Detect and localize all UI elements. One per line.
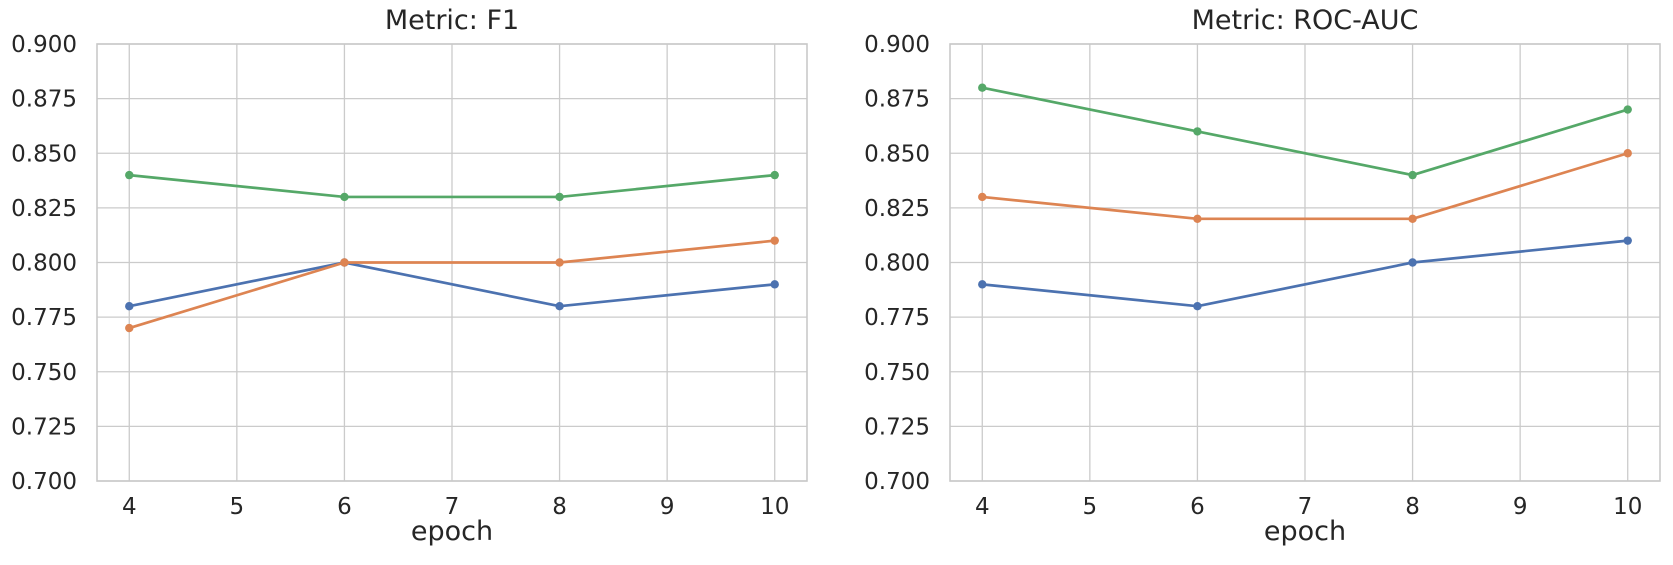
data-point-orange xyxy=(770,236,779,245)
x-tick-labels: 4 5 6 7 8 9 10 xyxy=(122,494,789,520)
x-tick-label: 5 xyxy=(1083,494,1098,520)
x-tick-label: 6 xyxy=(1190,494,1205,520)
y-tick-label: 0.800 xyxy=(864,251,930,277)
y-tick-label: 0.825 xyxy=(864,196,930,222)
y-tick-label: 0.725 xyxy=(864,414,930,440)
y-tick-label: 0.825 xyxy=(11,196,77,222)
y-tick-label: 0.700 xyxy=(864,469,930,495)
data-point-green xyxy=(555,192,564,202)
data-point-green xyxy=(125,170,134,180)
x-tick-labels: 4 5 6 7 8 9 10 xyxy=(975,494,1642,520)
data-point-orange xyxy=(978,192,987,202)
data-point-orange xyxy=(1193,214,1202,223)
x-tick-label: 4 xyxy=(122,494,137,520)
x-tick-label: 9 xyxy=(1513,494,1528,520)
y-tick-label: 0.725 xyxy=(11,414,77,440)
data-point-green xyxy=(978,83,987,92)
y-tick-label: 0.800 xyxy=(11,251,77,277)
data-point-green xyxy=(1193,127,1202,136)
plot-border xyxy=(96,43,808,482)
x-tick-label: 8 xyxy=(1405,494,1420,520)
series-green xyxy=(125,170,779,202)
series-line-green xyxy=(127,173,777,199)
x-tick-label: 8 xyxy=(552,494,567,520)
series-line-green xyxy=(980,86,1630,177)
data-point-blue xyxy=(555,302,564,311)
y-tick-label: 0.900 xyxy=(864,32,930,58)
y-tick-labels: 0.700 0.725 0.750 0.775 0.800 0.825 0.850 0.875… xyxy=(864,32,930,495)
x-tick-label: 6 xyxy=(337,494,352,520)
x-tick-label: 9 xyxy=(660,494,675,520)
chart-f1: Metric: F1 4 5 6 7 8 9 10 0.700 0.725 0.750 0.775 0… xyxy=(11,5,808,547)
y-tick-labels: 0.700 0.725 0.750 0.775 0.800 0.825 0.850 0.875… xyxy=(11,32,77,495)
data-point-blue xyxy=(1623,236,1632,245)
series-orange xyxy=(125,236,779,333)
y-tick-label: 0.850 xyxy=(11,141,77,167)
series-blue xyxy=(978,236,1632,311)
x-tick-label: 7 xyxy=(445,494,460,520)
data-point-green xyxy=(1623,105,1632,114)
y-tick-label: 0.775 xyxy=(864,305,930,331)
chart-title-f1: Metric: F1 xyxy=(384,5,520,36)
y-tick-label: 0.700 xyxy=(11,469,77,495)
x-axis-label-f1: epoch xyxy=(410,516,494,547)
plot-area-f1: 4 5 6 7 8 9 100.7000.7250.7500.7750.8000.8250.… xyxy=(11,32,808,520)
x-axis-label-roc-auc: epoch xyxy=(1263,516,1347,547)
data-point-green xyxy=(770,170,779,180)
series-line-orange xyxy=(127,239,777,330)
plot-border xyxy=(949,43,1661,482)
y-tick-label: 0.750 xyxy=(864,360,930,386)
data-point-blue xyxy=(1408,258,1417,267)
data-point-orange xyxy=(555,258,564,267)
data-point-green xyxy=(1408,170,1417,180)
x-tick-label: 7 xyxy=(1298,494,1313,520)
data-point-blue xyxy=(1193,302,1202,311)
y-tick-label: 0.850 xyxy=(864,141,930,167)
data-point-orange xyxy=(1623,149,1632,158)
x-tick-label: 5 xyxy=(230,494,245,520)
x-tick-label: 4 xyxy=(975,494,990,520)
series-green xyxy=(978,83,1632,180)
y-tick-label: 0.775 xyxy=(11,305,77,331)
data-point-blue xyxy=(770,280,779,289)
series-orange xyxy=(978,149,1632,223)
data-point-orange xyxy=(125,323,134,333)
y-tick-label: 0.900 xyxy=(11,32,77,58)
plot-area-roc-auc: 4 5 6 7 8 9 100.7000.7250.7500.7750.8000.8250.… xyxy=(864,32,1661,520)
data-point-green xyxy=(340,192,349,202)
data-point-orange xyxy=(1408,214,1417,223)
gridlines xyxy=(950,43,1660,482)
y-tick-label: 0.875 xyxy=(11,87,77,113)
y-tick-label: 0.875 xyxy=(864,87,930,113)
chart-roc-auc: Metric: ROC-AUC 4 5 6 7 8 9 10 0.700 0.725 0.750 0… xyxy=(853,0,1673,565)
series-line-blue xyxy=(127,261,777,308)
chart-title-roc-auc: Metric: ROC-AUC xyxy=(1191,5,1419,36)
y-tick-label: 0.750 xyxy=(11,360,77,386)
data-point-orange xyxy=(340,258,349,267)
series-line-orange xyxy=(980,151,1630,221)
x-tick-label: 10 xyxy=(1613,494,1642,520)
x-tick-label: 10 xyxy=(760,494,789,520)
data-point-blue xyxy=(978,280,987,289)
series-line-blue xyxy=(980,239,1630,308)
data-point-blue xyxy=(125,302,134,311)
